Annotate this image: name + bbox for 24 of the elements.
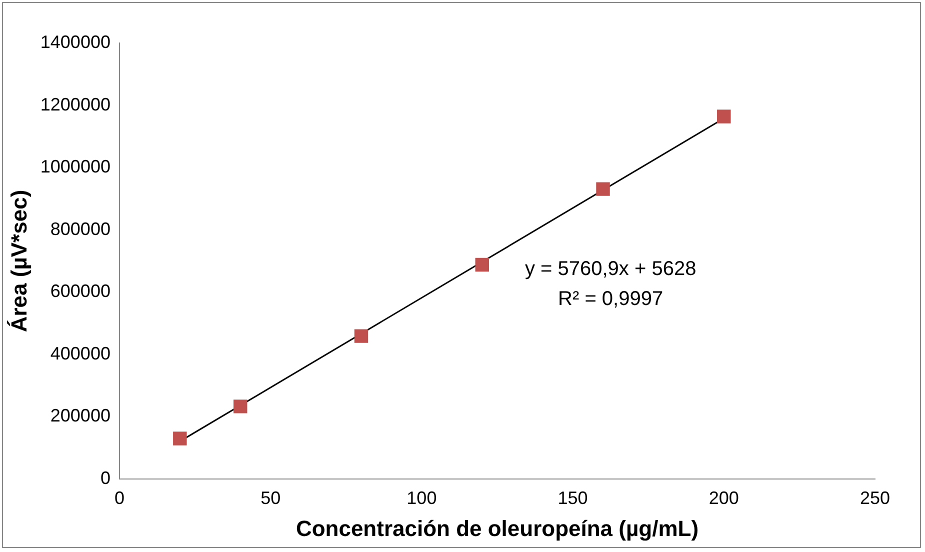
point [717, 110, 731, 124]
y-tick-label: 1200000 [40, 94, 110, 114]
y-tick-label: 400000 [50, 343, 110, 364]
point [233, 400, 248, 414]
y-tick-label: 200000 [50, 406, 110, 426]
point [475, 258, 489, 272]
y-axis-title: Área (µV*sec) [6, 190, 32, 332]
y-tick-label: 600000 [50, 281, 110, 302]
x-tick-label: 100 [406, 488, 437, 508]
y-tick-label: 800000 [50, 218, 110, 239]
x-tick-label: 150 [558, 488, 588, 508]
point [596, 182, 610, 196]
y-tick-label: 1000000 [40, 156, 110, 177]
point [354, 329, 368, 343]
x-tick-label: 250 [860, 488, 890, 508]
x-tick-label: 0 [114, 488, 124, 508]
y-tick-label: 1400000 [40, 32, 110, 52]
x-axis-title: Concentración de oleuropeína (µg/mL) [296, 516, 699, 541]
annotation: y = 5760,9x + 5628 [524, 258, 696, 280]
point [173, 432, 187, 446]
x-tick-label: 200 [708, 488, 739, 508]
x-tick-label: 50 [260, 488, 281, 508]
annotation: R² = 0,9997 [558, 288, 664, 310]
y-tick-label: 0 [100, 468, 110, 488]
